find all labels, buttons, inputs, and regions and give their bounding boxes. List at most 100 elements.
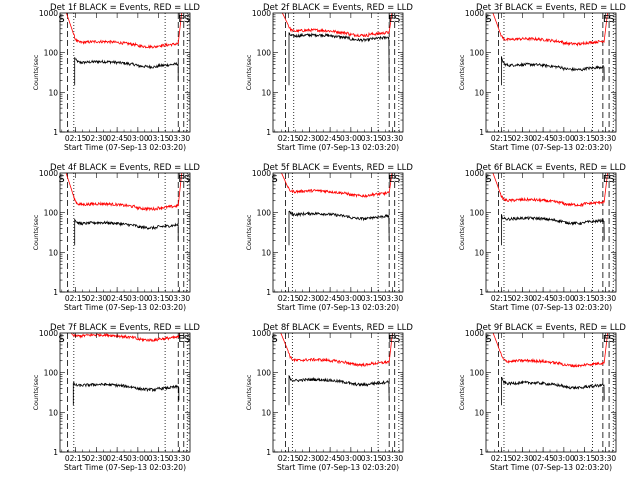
y-tick-label: 1 xyxy=(53,128,58,137)
y-tick-label: 10 xyxy=(261,248,271,257)
series-events-black xyxy=(501,376,605,406)
series-events-black xyxy=(288,32,390,86)
series-lld-red xyxy=(65,173,183,212)
panel-det-8: Det 8f BLACK = Events, RED = LLD 1 10 100 10… xyxy=(245,323,413,472)
y-tick-label: 1000 xyxy=(39,329,58,338)
x-tick-label: 02:45 xyxy=(106,134,128,143)
x-tick-label: 02:45 xyxy=(532,134,554,143)
panel-title: Det 1f BLACK = Events, RED = LLD xyxy=(50,3,200,13)
x-tick-label: 03:00 xyxy=(127,294,149,303)
y-tick-label: 100 xyxy=(257,49,272,58)
time-marker-s: S xyxy=(184,174,190,185)
x-tick-label: 03:00 xyxy=(340,134,362,143)
x-tick-label: 02:30 xyxy=(299,454,321,463)
x-tick-label: 02:30 xyxy=(299,134,321,143)
series-lld-red xyxy=(492,13,608,47)
y-tick-label: 1 xyxy=(479,288,484,297)
x-tick-label: 02:45 xyxy=(106,454,128,463)
series-events-black xyxy=(72,381,180,406)
panel-title: Det 2f BLACK = Events, RED = LLD xyxy=(263,3,413,13)
x-tick-label: 02:30 xyxy=(512,454,534,463)
panel-det-2: Det 2f BLACK = Events, RED = LLD 1 10 100 10… xyxy=(245,3,413,152)
time-marker-s: S xyxy=(58,334,64,345)
panel-title: Det 5f BLACK = Events, RED = LLD xyxy=(263,163,413,173)
x-tick-label: 02:30 xyxy=(86,454,108,463)
y-tick-label: 100 xyxy=(470,209,485,218)
y-tick-label: 1000 xyxy=(465,169,484,178)
series-events-black xyxy=(74,57,179,86)
panel-det-3: Det 3f BLACK = Events, RED = LLD 1 10 100 10… xyxy=(458,3,626,152)
time-marker-e: E xyxy=(603,14,609,25)
time-marker-s: S xyxy=(394,14,400,25)
x-tick-label: 03:00 xyxy=(553,134,575,143)
x-tick-label: 02:15 xyxy=(65,454,87,463)
x-axis-label: Start Time (07-Sep-13 02:03:20) xyxy=(277,303,399,312)
time-marker-e: E xyxy=(388,14,394,25)
time-marker-e: E xyxy=(603,334,609,345)
time-marker-e: E xyxy=(603,174,609,185)
y-tick-label: 1000 xyxy=(252,329,271,338)
x-tick-label: 02:15 xyxy=(278,294,300,303)
plot-frame xyxy=(59,332,191,453)
x-tick-label: 02:15 xyxy=(65,294,87,303)
time-marker-s: S xyxy=(485,334,491,345)
x-axis-label: Start Time (07-Sep-13 02:03:20) xyxy=(277,463,399,472)
x-tick-label: 03:00 xyxy=(127,134,149,143)
x-tick-label: 03:00 xyxy=(127,454,149,463)
x-tick-label: 02:15 xyxy=(491,294,513,303)
panel-det-9: Det 9f BLACK = Events, RED = LLD 1 10 100 10… xyxy=(458,323,626,472)
plot-area xyxy=(492,13,614,132)
plot-area xyxy=(492,333,614,452)
x-axis-label: Start Time (07-Sep-13 02:03:20) xyxy=(277,143,399,152)
y-tick-label: 10 xyxy=(474,88,484,97)
x-tick-label: 02:30 xyxy=(512,294,534,303)
x-tick-label: 03:15 xyxy=(361,134,383,143)
time-marker-s: S xyxy=(485,14,491,25)
time-marker-s: S xyxy=(394,334,400,345)
time-marker-s: S xyxy=(485,174,491,185)
plot-area xyxy=(281,13,400,132)
series-events-black xyxy=(288,210,390,246)
series-events-black xyxy=(501,56,605,86)
time-marker-e: E xyxy=(178,334,184,345)
time-marker-e: E xyxy=(388,174,394,185)
panel-det-5: Det 5f BLACK = Events, RED = LLD 1 10 100 10… xyxy=(245,163,413,312)
y-tick-label: 1000 xyxy=(465,9,484,18)
x-tick-label: 03:15 xyxy=(148,134,170,143)
y-tick-label: 1 xyxy=(266,128,271,137)
x-tick-label: 03:00 xyxy=(553,454,575,463)
x-tick-label: 03:30 xyxy=(595,454,617,463)
time-marker-e: E xyxy=(178,174,184,185)
time-marker-s: S xyxy=(608,14,614,25)
plot-area xyxy=(280,333,400,452)
x-tick-label: 02:15 xyxy=(491,134,513,143)
series-lld-red xyxy=(280,333,393,368)
y-tick-label: 1000 xyxy=(465,329,484,338)
x-tick-label: 03:30 xyxy=(595,294,617,303)
x-tick-label: 03:30 xyxy=(169,454,191,463)
y-tick-label: 100 xyxy=(257,209,272,218)
series-lld-red xyxy=(70,333,181,343)
plot-area xyxy=(65,173,188,292)
time-marker-s: S xyxy=(271,334,277,345)
time-marker-s: S xyxy=(271,174,277,185)
y-tick-label: 10 xyxy=(261,408,271,417)
x-tick-label: 03:15 xyxy=(574,454,596,463)
time-marker-s: S xyxy=(184,334,190,345)
series-lld-red xyxy=(492,333,609,368)
x-tick-label: 03:30 xyxy=(595,134,617,143)
y-tick-label: 10 xyxy=(474,408,484,417)
time-marker-s: S xyxy=(608,174,614,185)
y-axis-label: Counts/sec xyxy=(458,374,466,410)
panel-title: Det 4f BLACK = Events, RED = LLD xyxy=(50,163,200,173)
panel-title: Det 7f BLACK = Events, RED = LLD xyxy=(50,323,200,333)
x-tick-label: 03:15 xyxy=(574,134,596,143)
plot-area xyxy=(67,333,188,452)
y-tick-label: 1000 xyxy=(252,169,271,178)
y-tick-label: 100 xyxy=(257,369,272,378)
x-tick-label: 03:30 xyxy=(382,454,404,463)
time-marker-s: S xyxy=(58,14,64,25)
y-tick-label: 100 xyxy=(470,369,485,378)
panel-title: Det 8f BLACK = Events, RED = LLD xyxy=(263,323,413,333)
plot-area xyxy=(281,173,400,292)
